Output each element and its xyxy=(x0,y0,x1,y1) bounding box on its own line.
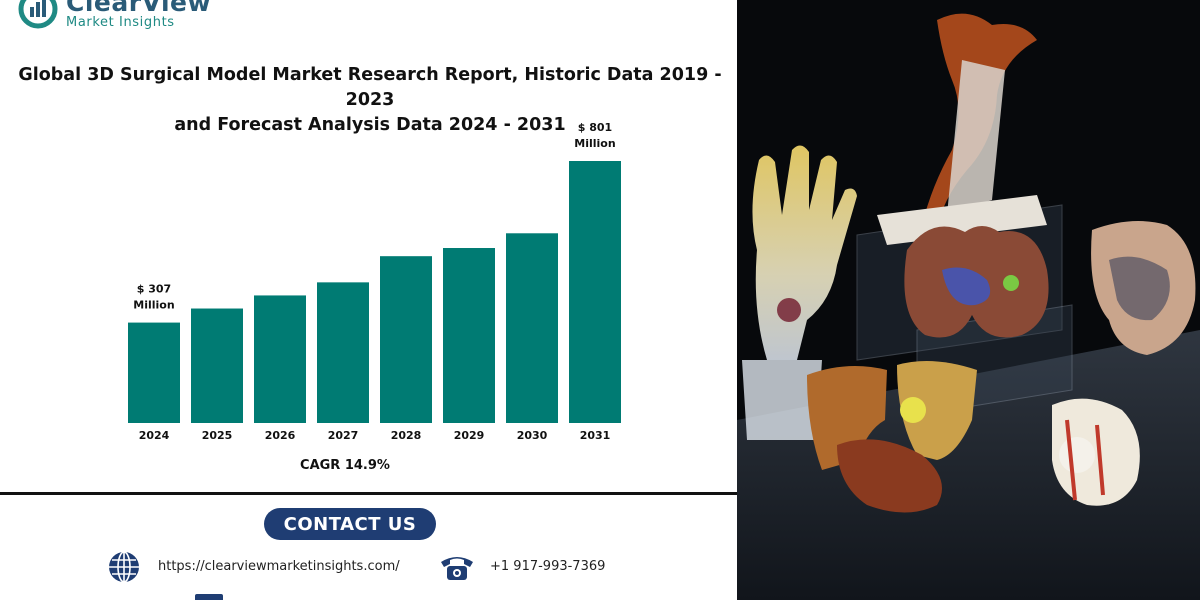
brand-name: ClearView xyxy=(66,0,212,17)
bar-2026 xyxy=(254,295,306,423)
tick-label-2028: 2028 xyxy=(391,429,422,442)
title-line-2: and Forecast Analysis Data 2024 - 2031 xyxy=(174,115,566,135)
infographic-panel: ClearView Market Insights Global 3D Surg… xyxy=(0,0,737,600)
cagr-label: CAGR 14.9% xyxy=(300,458,390,473)
bar-2025 xyxy=(191,308,243,423)
section-divider xyxy=(0,492,737,495)
tick-label-2025: 2025 xyxy=(202,429,233,442)
website-link[interactable]: https://clearviewmarketinsights.com/ xyxy=(158,559,400,574)
bar-2024 xyxy=(128,322,180,423)
telephone-icon xyxy=(441,557,473,580)
data-label-unit-2031: Million xyxy=(574,137,615,150)
brand-tagline: Market Insights xyxy=(66,14,175,30)
report-title: Global 3D Surgical Model Market Research… xyxy=(10,63,730,138)
bar-2030 xyxy=(506,233,558,423)
tick-label-2031: 2031 xyxy=(580,429,611,442)
data-label-value-2024: $ 307 xyxy=(137,283,171,296)
tick-label-2029: 2029 xyxy=(454,429,485,442)
3d-surgical-models-photo xyxy=(737,0,1200,600)
data-label-unit-2024: Million xyxy=(133,299,174,312)
logo-icon xyxy=(18,0,58,29)
phone-number[interactable]: +1 917-993-7369 xyxy=(490,559,606,574)
brand-logo[interactable]: ClearView Market Insights xyxy=(18,0,211,32)
tick-label-2027: 2027 xyxy=(328,429,359,442)
tick-label-2024: 2024 xyxy=(139,429,170,442)
market-size-bar-chart: 2024 $ 307 Million 2025 2026 2027 2028 2029 2030… xyxy=(128,121,621,442)
bar-2029 xyxy=(443,248,495,423)
bar-2027 xyxy=(317,282,369,423)
bar-2031 xyxy=(569,161,621,423)
tick-label-2030: 2030 xyxy=(517,429,548,442)
tick-label-2026: 2026 xyxy=(265,429,296,442)
email-icon xyxy=(195,594,223,600)
contact-us-button[interactable]: CONTACT US xyxy=(264,508,436,540)
bar-2028 xyxy=(380,256,432,423)
data-label-value-2031: $ 801 xyxy=(578,121,612,134)
title-line-1: Global 3D Surgical Model Market Research… xyxy=(18,65,722,110)
globe-icon xyxy=(109,551,139,583)
